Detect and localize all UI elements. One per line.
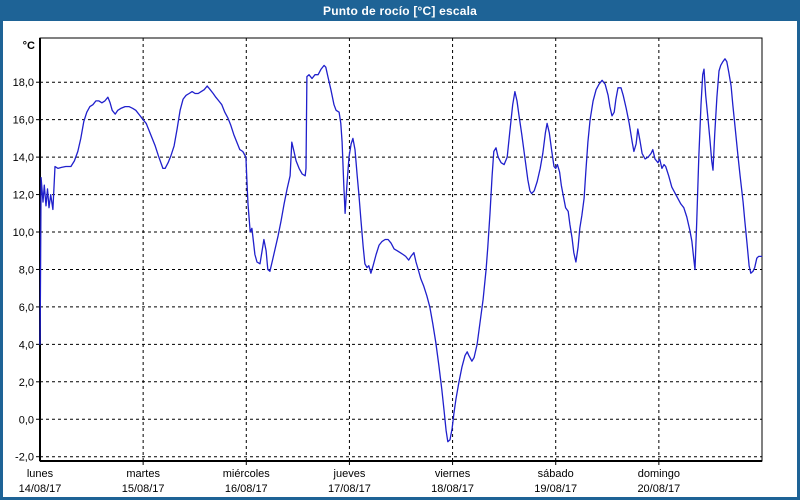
- y-tick-label: 16,0: [13, 115, 34, 127]
- x-date-label: 17/08/17: [328, 483, 371, 495]
- x-day-label: jueves: [333, 468, 366, 480]
- y-tick-label: 14,0: [13, 152, 34, 164]
- y-unit-label: °C: [23, 40, 35, 52]
- titlebar: Punto de rocío [°C] escala: [0, 0, 800, 21]
- x-date-label: 19/08/17: [534, 483, 577, 495]
- y-tick-label: 6,0: [19, 302, 34, 314]
- y-tick-label: 4,0: [19, 339, 34, 351]
- x-day-label: miércoles: [223, 468, 271, 480]
- y-tick-label: 2,0: [19, 377, 34, 389]
- x-day-label: sábado: [538, 468, 574, 480]
- plot-border: [39, 37, 763, 462]
- x-day-label: lunes: [27, 468, 54, 480]
- y-tick-label: -2,0: [15, 452, 34, 464]
- y-tick-label: 10,0: [13, 227, 34, 239]
- x-day-label: martes: [126, 468, 160, 480]
- x-date-label: 14/08/17: [19, 483, 62, 495]
- x-date-label: 16/08/17: [225, 483, 268, 495]
- x-date-label: 18/08/17: [431, 483, 474, 495]
- y-tick-label: 0,0: [19, 414, 34, 426]
- x-day-label: viernes: [435, 468, 471, 480]
- x-day-label: domingo: [638, 468, 680, 480]
- dewpoint-line: [39, 58, 763, 443]
- window-title: Punto de rocío [°C] escala: [322, 3, 478, 18]
- dewpoint-chart: 18,0 16,0 14,0 12,0 10,0 8,0 6,0 4,0 2,0 0,0 -2,0 °…: [13, 37, 763, 495]
- y-tick-label: 8,0: [19, 264, 34, 276]
- x-date-label: 15/08/17: [122, 483, 165, 495]
- y-tick-label: 12,0: [13, 190, 34, 202]
- chart-container: 18,0 16,0 14,0 12,0 10,0 8,0 6,0 4,0 2,0 0,0 -2,0 °…: [3, 21, 797, 497]
- y-tick-label: 18,0: [13, 77, 34, 89]
- x-date-label: 20/08/17: [637, 483, 680, 495]
